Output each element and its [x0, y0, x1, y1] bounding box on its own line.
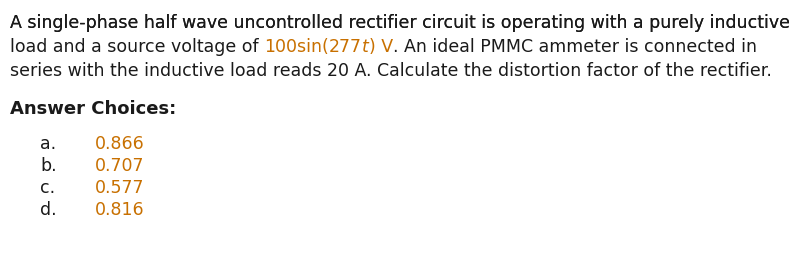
Text: . An ideal PMMC ammeter is connected in: . An ideal PMMC ammeter is connected in — [393, 38, 757, 56]
Text: 0.577: 0.577 — [95, 179, 145, 197]
Text: . Calculate the distortion factor of the rectifier.: . Calculate the distortion factor of the… — [366, 62, 772, 80]
Text: t: t — [362, 38, 369, 56]
Text: c.: c. — [40, 179, 55, 197]
Text: A single-phase half wave uncontrolled rectifier circuit is operating with a pure: A single-phase half wave uncontrolled re… — [10, 14, 790, 32]
Text: a.: a. — [40, 135, 56, 153]
Text: A single-phase half wave uncontrolled rectifier circuit is operating with a pure: A single-phase half wave uncontrolled re… — [10, 14, 790, 32]
Text: ) V: ) V — [369, 38, 393, 56]
Text: 100sin(: 100sin( — [264, 38, 329, 56]
Text: 277: 277 — [329, 38, 362, 56]
Text: series with the inductive load reads: series with the inductive load reads — [10, 62, 327, 80]
Text: 0.816: 0.816 — [95, 201, 145, 219]
Text: 20 A: 20 A — [327, 62, 366, 80]
Text: load and a source voltage of: load and a source voltage of — [10, 38, 264, 56]
Text: Answer Choices:: Answer Choices: — [10, 100, 176, 118]
Text: 0.707: 0.707 — [95, 157, 145, 175]
Text: d.: d. — [40, 201, 56, 219]
Text: b.: b. — [40, 157, 56, 175]
Text: 0.866: 0.866 — [95, 135, 145, 153]
